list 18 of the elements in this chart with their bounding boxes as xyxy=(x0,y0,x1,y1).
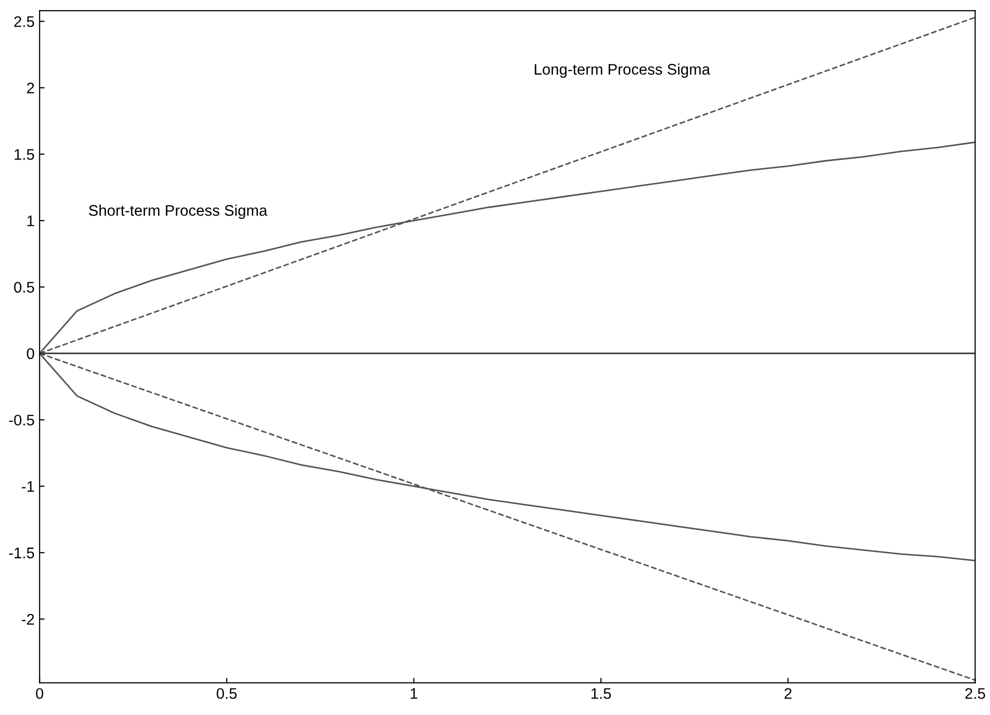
y-tick-label: -1.5 xyxy=(9,548,34,558)
y-tick-label: 2 xyxy=(27,82,34,94)
x-tick-label: 0 xyxy=(36,688,44,699)
y-tick-label: 2.5 xyxy=(14,16,34,28)
y-tick-label: -0.5 xyxy=(9,414,34,426)
y-tick-label: -1 xyxy=(22,481,34,492)
y-tick-label: 1 xyxy=(27,216,34,226)
annotation: Short-term Process Sigma xyxy=(88,204,268,219)
x-tick-label: 0.5 xyxy=(216,688,237,699)
y-tick-label: -2 xyxy=(22,614,34,625)
x-tick-label: 2 xyxy=(784,688,792,699)
annotation: Long-term Process Sigma xyxy=(534,64,710,78)
x-tick-label: 1.5 xyxy=(591,688,611,699)
y-tick-label: 0 xyxy=(26,348,34,360)
y-tick-label: 1.5 xyxy=(14,149,34,160)
x-tick-label: 1 xyxy=(410,688,418,699)
y-tick-label: 0.5 xyxy=(14,282,34,293)
x-tick-label: 2.5 xyxy=(965,688,986,699)
